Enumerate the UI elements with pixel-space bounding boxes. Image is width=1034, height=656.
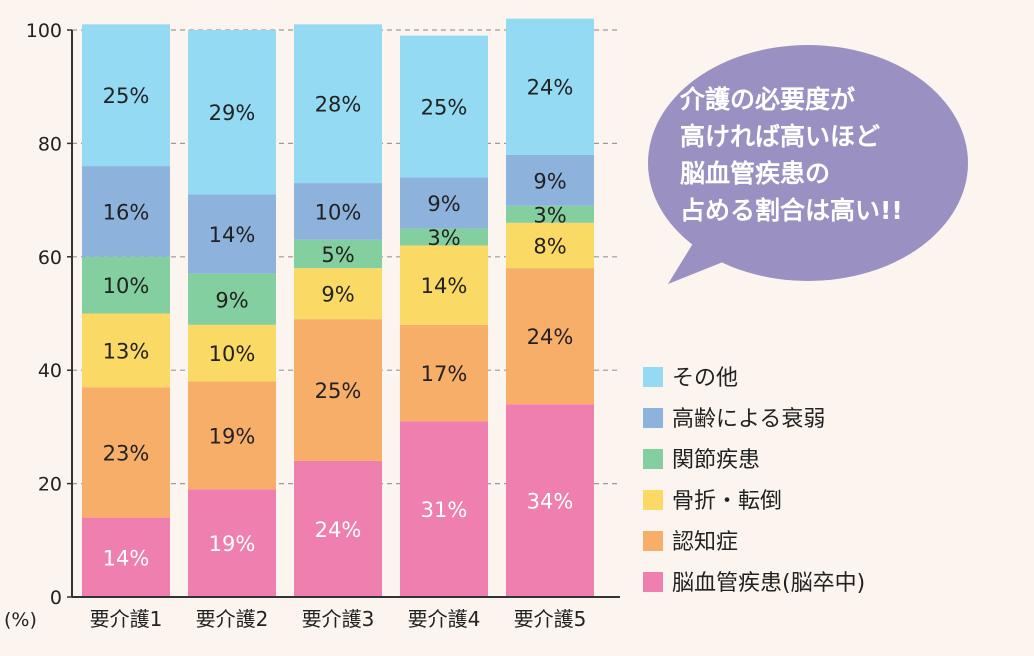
bar-segment bbox=[82, 256, 170, 314]
data-label: 25% bbox=[421, 96, 468, 120]
data-label: 28% bbox=[315, 93, 362, 117]
annotation-line: 介護の必要度が bbox=[679, 85, 855, 114]
data-label: 3% bbox=[427, 226, 460, 250]
data-label: 19% bbox=[209, 532, 256, 556]
bar-segment bbox=[506, 404, 594, 597]
y-tick-label: 100 bbox=[26, 20, 62, 42]
bar-segment bbox=[506, 154, 594, 206]
bar-segment bbox=[506, 18, 594, 155]
bar-segment bbox=[294, 239, 382, 269]
bar-segment bbox=[506, 205, 594, 223]
bar-segment bbox=[82, 313, 170, 388]
data-label: 25% bbox=[103, 84, 150, 108]
data-label: 19% bbox=[209, 424, 256, 448]
data-label: 24% bbox=[527, 325, 574, 349]
y-tick-label: 0 bbox=[50, 587, 62, 609]
y-unit-label: (%) bbox=[4, 609, 37, 631]
bar-segment bbox=[82, 24, 170, 167]
data-label: 9% bbox=[427, 192, 460, 216]
bar-segment bbox=[188, 324, 276, 382]
y-tick-label: 40 bbox=[38, 360, 62, 382]
legend-label: その他 bbox=[672, 366, 738, 391]
speech-bubble bbox=[648, 45, 968, 281]
annotation-line: 占める割合は高い!! bbox=[680, 196, 903, 225]
data-label: 24% bbox=[527, 76, 574, 100]
data-label: 14% bbox=[209, 223, 256, 247]
bar-segment bbox=[82, 517, 170, 597]
x-tick-label: 要介護3 bbox=[302, 607, 375, 631]
legend-swatch bbox=[643, 572, 663, 592]
bar-segment bbox=[294, 460, 382, 597]
bar-segment bbox=[294, 319, 382, 461]
data-label: 9% bbox=[321, 283, 354, 307]
data-label: 8% bbox=[533, 234, 566, 258]
legend-swatch bbox=[643, 449, 663, 469]
data-label: 14% bbox=[103, 546, 150, 570]
data-label: 9% bbox=[215, 288, 248, 312]
legend-swatch bbox=[643, 531, 663, 551]
annotation-line: 脳血管疾患の bbox=[680, 159, 830, 188]
y-tick-label: 20 bbox=[38, 474, 62, 496]
data-label: 9% bbox=[533, 169, 566, 193]
data-label: 14% bbox=[421, 274, 468, 298]
bar-segment bbox=[188, 30, 276, 195]
bar-segment bbox=[82, 387, 170, 518]
data-label: 10% bbox=[315, 200, 362, 224]
legend-swatch bbox=[643, 367, 663, 387]
bar-segment bbox=[188, 194, 276, 274]
data-label: 16% bbox=[103, 200, 150, 224]
legend-label: 関節疾患 bbox=[672, 448, 760, 473]
bar-segment bbox=[188, 381, 276, 490]
bar-segment bbox=[400, 324, 488, 422]
data-label: 10% bbox=[103, 274, 150, 298]
legend-swatch bbox=[643, 408, 663, 428]
bar-segment bbox=[506, 268, 594, 405]
bar-segment bbox=[188, 273, 276, 325]
legend-label: 骨折・転倒 bbox=[672, 489, 782, 514]
y-tick-label: 60 bbox=[38, 247, 62, 269]
data-label: 23% bbox=[103, 441, 150, 465]
data-label: 24% bbox=[315, 518, 362, 542]
speech-bubble-tail bbox=[668, 232, 738, 284]
bar-segment bbox=[400, 245, 488, 325]
data-label: 25% bbox=[315, 379, 362, 403]
bar-segment bbox=[82, 166, 170, 257]
x-tick-label: 要介護1 bbox=[90, 607, 163, 631]
data-label: 31% bbox=[421, 498, 468, 522]
data-label: 10% bbox=[209, 342, 256, 366]
data-label: 5% bbox=[321, 243, 354, 267]
legend-label: 認知症 bbox=[672, 530, 738, 555]
data-label: 3% bbox=[533, 203, 566, 227]
annotation-line: 高ければ高いほど bbox=[680, 122, 880, 151]
x-tick-label: 要介護4 bbox=[408, 607, 481, 631]
bar-segment bbox=[294, 24, 382, 184]
data-label: 13% bbox=[103, 339, 150, 363]
bar-segment bbox=[400, 421, 488, 597]
y-tick-label: 80 bbox=[38, 133, 62, 155]
bar-segment bbox=[506, 222, 594, 269]
legend-label: 高齢による衰弱 bbox=[672, 407, 825, 432]
data-label: 29% bbox=[209, 101, 256, 125]
data-label: 17% bbox=[421, 362, 468, 386]
data-label: 34% bbox=[527, 490, 574, 514]
x-tick-label: 要介護5 bbox=[514, 607, 587, 631]
bar-segment bbox=[400, 228, 488, 246]
legend-label: 脳血管疾患(脳卒中) bbox=[672, 571, 865, 596]
bar-segment bbox=[400, 35, 488, 178]
legend-swatch bbox=[643, 490, 663, 510]
bar-segment bbox=[188, 489, 276, 597]
bar-segment bbox=[294, 268, 382, 320]
bar-segment bbox=[294, 183, 382, 240]
x-tick-label: 要介護2 bbox=[196, 607, 269, 631]
bar-segment bbox=[400, 177, 488, 229]
